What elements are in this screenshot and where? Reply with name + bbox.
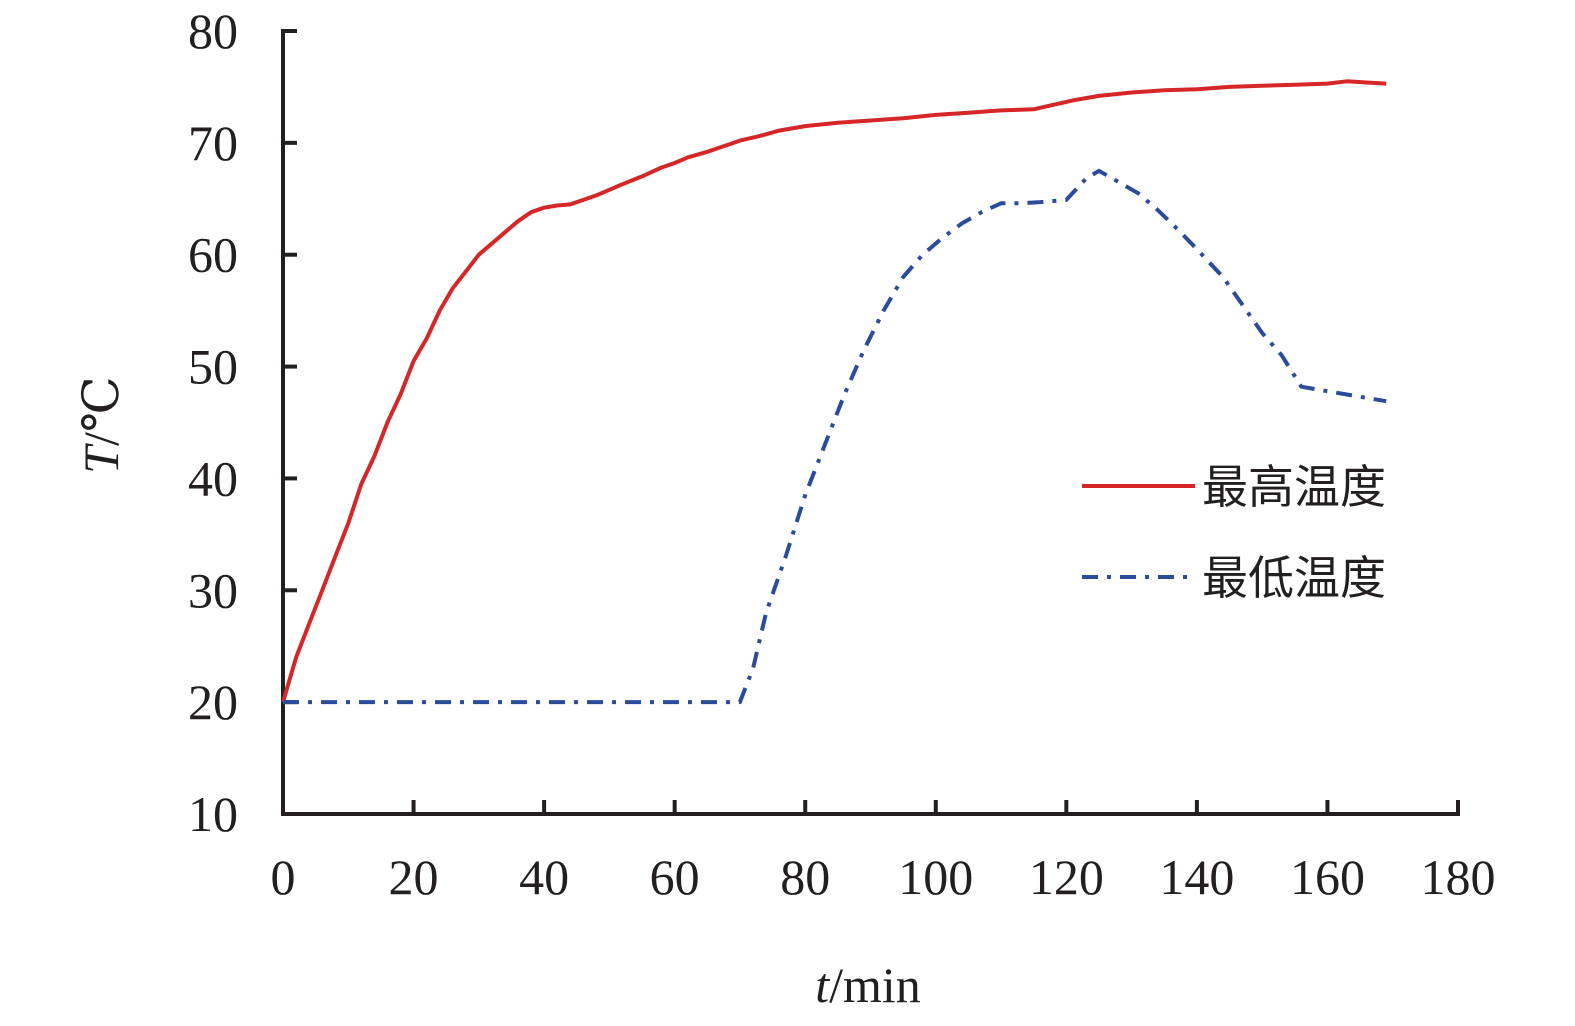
x-axis-unit: /min bbox=[829, 957, 921, 1013]
legend: 最高温度 最低温度 bbox=[1082, 460, 1386, 605]
x-tick-label: 80 bbox=[780, 849, 830, 905]
series-line-0 bbox=[281, 79, 1387, 703]
y-axis-ticks: 10 20 30 40 50 60 70 80 bbox=[188, 3, 297, 842]
x-axis-ticks: 0 20 40 60 80 100 120 140 160 180 bbox=[271, 800, 1496, 905]
y-tick-label: 50 bbox=[188, 339, 238, 395]
series-layer bbox=[281, 79, 1387, 705]
x-tick-label: 120 bbox=[1029, 849, 1104, 905]
legend-label-max-temp: 最高温度 bbox=[1202, 460, 1386, 514]
y-tick-label: 10 bbox=[188, 786, 238, 842]
y-tick-label: 70 bbox=[188, 115, 238, 171]
y-tick-label: 80 bbox=[188, 3, 238, 59]
y-axis-unit: /℃ bbox=[73, 376, 129, 446]
x-axis-title: t/min bbox=[815, 957, 921, 1013]
x-tick-label: 40 bbox=[519, 849, 569, 905]
axes bbox=[281, 29, 1460, 816]
x-tick-label: 160 bbox=[1290, 849, 1365, 905]
x-tick-label: 180 bbox=[1421, 849, 1496, 905]
x-tick-label: 100 bbox=[898, 849, 973, 905]
y-tick-label: 40 bbox=[188, 450, 238, 506]
x-axis-variable: t bbox=[815, 957, 830, 1013]
x-tick-label: 0 bbox=[271, 849, 296, 905]
y-tick-label: 60 bbox=[188, 227, 238, 283]
x-tick-label: 60 bbox=[650, 849, 700, 905]
y-tick-label: 30 bbox=[188, 562, 238, 618]
y-axis-title: T/℃ bbox=[73, 376, 129, 474]
series-line-1 bbox=[283, 168, 1387, 705]
x-tick-label: 140 bbox=[1159, 849, 1234, 905]
x-tick-label: 20 bbox=[389, 849, 439, 905]
y-tick-label: 20 bbox=[188, 674, 238, 730]
y-axis-variable: T bbox=[73, 443, 129, 474]
legend-label-min-temp: 最低温度 bbox=[1202, 551, 1386, 605]
